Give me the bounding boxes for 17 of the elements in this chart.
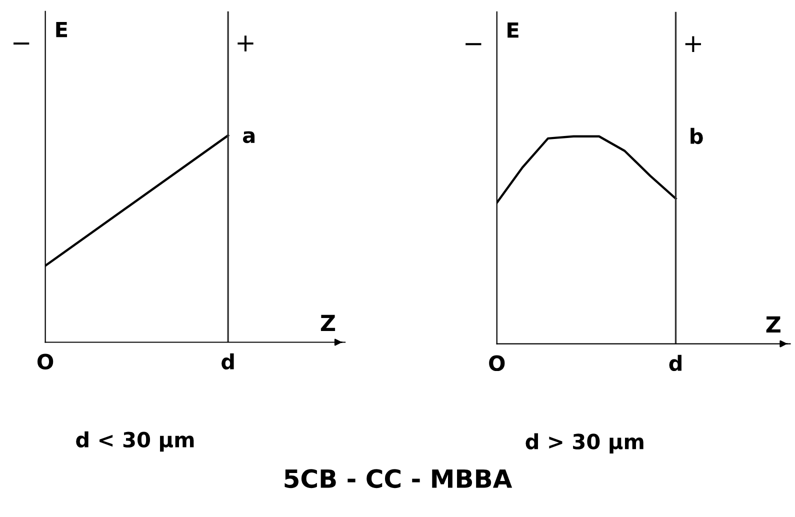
x-tick-label: O — [38, 354, 54, 370]
x-tick-label: d — [669, 354, 682, 372]
text: − — [14, 42, 30, 45]
y-axis-title: E — [508, 22, 518, 38]
ref-line-label: + — [238, 36, 254, 52]
x-axis-title: Z — [766, 316, 780, 333]
x-tick-label: d — [222, 353, 234, 370]
text: b — [690, 128, 703, 144]
x-axis-title: Z — [320, 314, 336, 332]
annotation: a — [242, 131, 255, 144]
y-axis-title: E — [56, 22, 68, 38]
x-tick-label: O — [489, 355, 505, 372]
text: 5CB - CC - MBBA — [284, 469, 512, 488]
text: d > 30 μm — [526, 433, 644, 454]
text: d < 30 μm — [76, 431, 194, 452]
text: − — [466, 43, 482, 46]
ref-line-label: + — [685, 36, 701, 52]
